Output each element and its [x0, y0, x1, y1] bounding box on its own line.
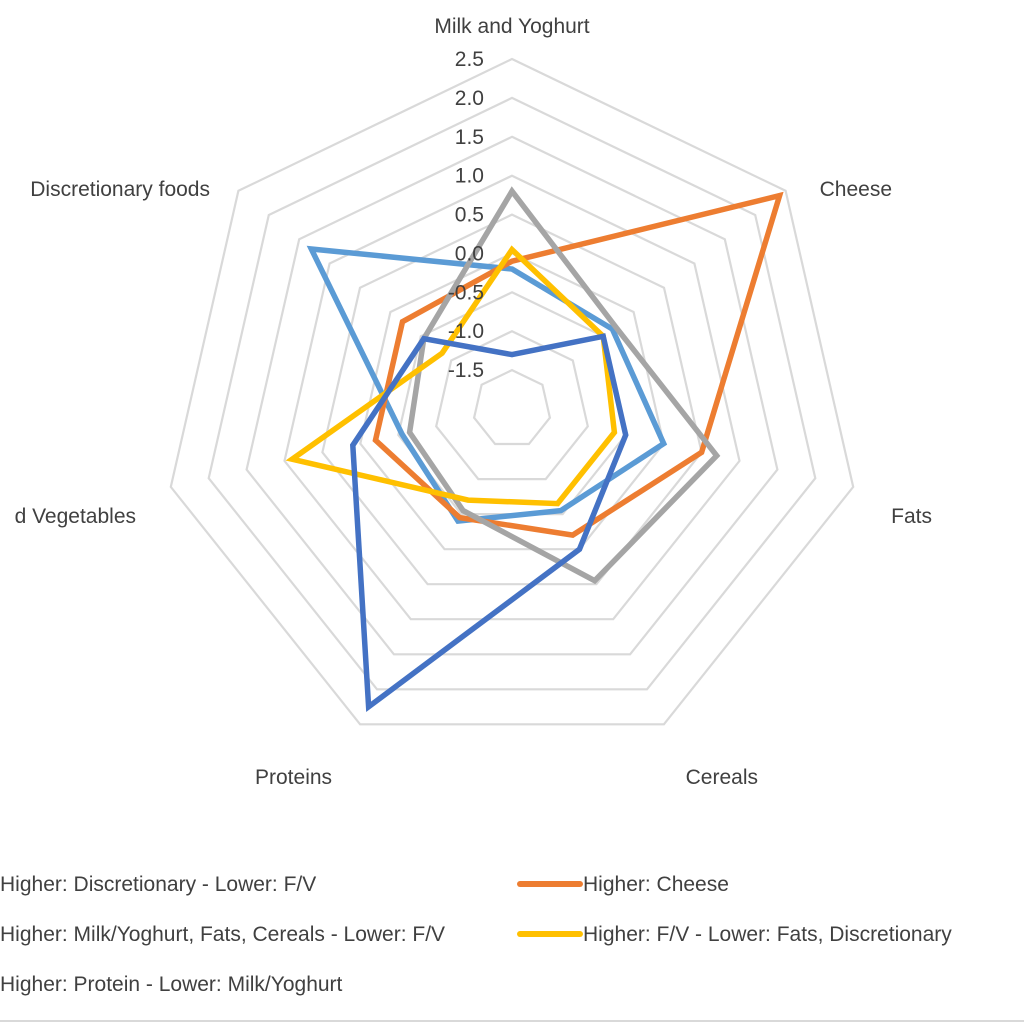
grid-ring [207, 96, 817, 691]
grid-ring [283, 174, 741, 621]
tick-label: 0.5 [455, 204, 484, 227]
grid-ring [472, 368, 552, 446]
tick-label: 2.0 [455, 87, 484, 110]
legend-label: Higher: F/V - Lower: Fats, Discretionary [583, 923, 952, 946]
grid-ring [321, 213, 703, 586]
axis-labels: Milk and Yoghurt Cheese Fats Cereals Protein… [15, 15, 932, 789]
tick-label: 0.0 [455, 242, 484, 265]
grid-ring [435, 329, 589, 481]
axis-label: d Vegetables [15, 505, 136, 528]
legend-label: Higher: Milk/Yoghurt, Fats, Cereals - Lo… [0, 923, 445, 946]
axis-label: Proteins [255, 766, 332, 789]
series-line-5 [349, 333, 629, 713]
axis-label: Discretionary foods [30, 178, 210, 201]
legend-label: Higher: Discretionary - Lower: F/V [0, 873, 316, 896]
axis-label: Cheese [820, 178, 892, 201]
tick-label: -0.5 [448, 281, 484, 304]
axis-label: Milk and Yoghurt [434, 15, 589, 38]
axis-label: Cereals [686, 766, 758, 789]
legend: Higher: Discretionary - Lower: F/V Higher… [0, 873, 952, 996]
tick-label: 1.0 [455, 165, 484, 188]
grid-ring [359, 252, 665, 551]
series-line-2 [372, 191, 784, 538]
tick-label: 2.5 [455, 48, 484, 71]
radar-series [285, 186, 784, 713]
legend-label: Higher: Protein - Lower: Milk/Yoghurt [0, 973, 343, 996]
tick-label: -1.0 [448, 320, 484, 343]
tick-label: 1.5 [455, 126, 484, 149]
grid-ring [245, 135, 779, 656]
grid-ring [169, 57, 855, 726]
legend-label: Higher: Cheese [583, 873, 729, 896]
tick-label: -1.5 [448, 359, 484, 382]
series-line-1 [306, 245, 668, 525]
series-line-3 [406, 186, 721, 585]
radial-tick-labels: 2.5 2.0 1.5 1.0 0.5 0.0 -0.5 -1.0 -1.5 [448, 48, 484, 382]
axis-label: Fats [891, 505, 932, 528]
